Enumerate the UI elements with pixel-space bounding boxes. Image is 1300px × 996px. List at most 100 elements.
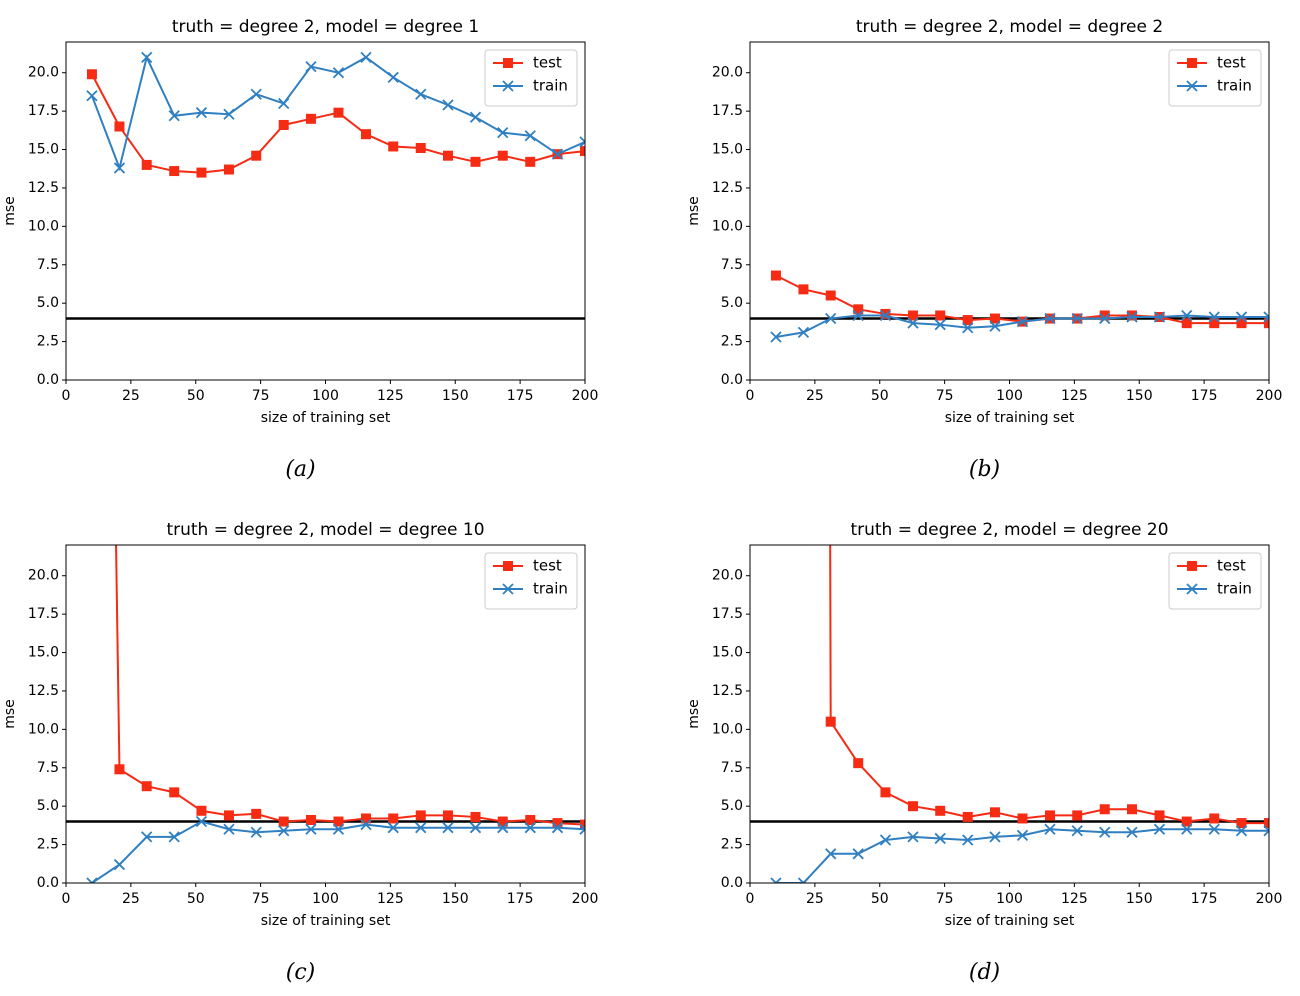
subplot: truth = degree 2, model = degree 2 size o… [686, 17, 1282, 482]
x-tick-label: 200 [572, 388, 599, 404]
x-tick-label: 200 [1256, 388, 1283, 404]
data-point [579, 136, 585, 148]
data-point [1209, 813, 1220, 824]
data-point [278, 97, 290, 110]
x-tick-label: 0 [746, 891, 755, 907]
data-point [169, 166, 180, 177]
legend-label: test [533, 54, 562, 72]
data-point [387, 822, 399, 834]
y-tick-label: 12.5 [28, 180, 59, 196]
x-tick-label: 150 [1126, 388, 1153, 404]
data-point [1071, 825, 1083, 837]
data-point [168, 110, 180, 122]
data-point [962, 834, 974, 846]
x-tick-label: 50 [187, 891, 205, 907]
data-point [879, 834, 892, 846]
legend-label: train [1217, 580, 1252, 598]
data-point [1181, 823, 1193, 835]
data-point [798, 284, 809, 295]
data-point [797, 326, 810, 339]
y-tick-label: 2.5 [721, 837, 743, 853]
plot-area [750, 545, 1269, 883]
y-tick-label: 0.0 [721, 875, 743, 891]
x-tick-label: 200 [572, 891, 599, 907]
x-tick-label: 125 [1061, 891, 1088, 907]
legend-marker [502, 80, 514, 92]
legend-marker [1187, 58, 1197, 68]
data-point [168, 831, 180, 843]
series-line [91, 820, 585, 883]
data-point [114, 121, 125, 132]
legend: test train [484, 49, 578, 107]
data-point [1235, 311, 1248, 323]
data-point [470, 156, 481, 167]
data-point [1181, 318, 1192, 329]
y-tick-label: 2.5 [721, 334, 743, 350]
y-tick-label: 0.0 [37, 875, 59, 891]
y-tick-label: 12.5 [28, 683, 59, 699]
chart-title: truth = degree 2, model = degree 1 [172, 17, 479, 37]
data-point [278, 816, 289, 827]
chart-title: truth = degree 2, model = degree 20 [850, 520, 1168, 540]
x-tick-label: 125 [377, 891, 404, 907]
data-point [86, 69, 97, 80]
data-point [962, 322, 974, 334]
data-point [305, 113, 316, 124]
data-point [196, 805, 207, 816]
legend: test train [484, 552, 578, 610]
data-point [141, 159, 152, 170]
y-tick-label: 15.0 [712, 645, 743, 661]
x-tick-label: 175 [507, 891, 534, 907]
data-point [1126, 310, 1137, 321]
data-point [907, 310, 918, 321]
y-tick-label: 10.0 [712, 218, 743, 234]
data-point [525, 156, 536, 167]
data-point [1126, 826, 1138, 838]
data-point [525, 815, 536, 826]
y-tick-label: 20.0 [712, 568, 743, 584]
data-point [989, 313, 1000, 324]
data-point [852, 848, 864, 860]
data-point [579, 823, 585, 835]
data-point [962, 811, 973, 822]
legend-label: train [533, 580, 568, 598]
x-tick-label: 125 [377, 388, 404, 404]
data-point [1044, 823, 1056, 835]
data-point [1264, 818, 1269, 829]
data-point [1263, 311, 1269, 323]
data-point [250, 88, 262, 100]
y-tick-label: 7.5 [37, 257, 59, 273]
data-point [469, 822, 482, 834]
x-axis-label: size of training set [261, 913, 391, 929]
data-point [825, 290, 836, 301]
data-point [1263, 825, 1269, 837]
data-point [1072, 810, 1083, 821]
x-tick-label: 200 [1256, 891, 1283, 907]
data-point [360, 51, 372, 64]
data-point [1236, 818, 1247, 829]
x-tick-label: 25 [806, 388, 824, 404]
data-point [551, 822, 564, 834]
data-point [388, 813, 399, 824]
data-point [114, 764, 125, 775]
x-tick-label: 100 [312, 891, 339, 907]
y-tick-label: 20.0 [28, 568, 59, 584]
data-point [907, 317, 919, 329]
data-point [223, 823, 235, 835]
x-tick-label: 0 [62, 891, 71, 907]
x-tick-label: 75 [252, 891, 270, 907]
legend: test train [1168, 49, 1262, 107]
legend-label: train [533, 77, 568, 95]
data-point [825, 716, 836, 727]
x-axis-label: size of training set [261, 410, 391, 426]
x-tick-label: 75 [252, 388, 270, 404]
subplot: truth = degree 2, model = degree 10 size … [2, 520, 599, 985]
y-tick-label: 10.0 [28, 721, 59, 737]
axes-frame [65, 41, 586, 381]
data-point [1016, 829, 1029, 842]
data-point [333, 816, 344, 827]
data-point [360, 818, 372, 831]
y-axis-label: mse [686, 699, 702, 729]
y-tick-label: 0.0 [37, 372, 59, 388]
x-tick-label: 175 [507, 388, 534, 404]
